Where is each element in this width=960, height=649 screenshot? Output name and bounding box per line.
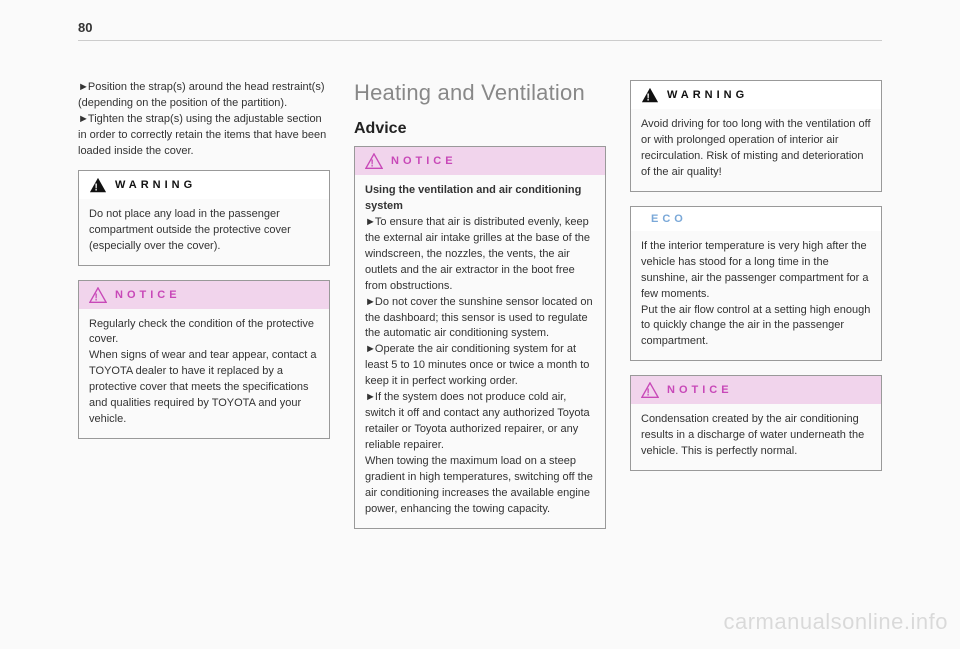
bullet-icon: ► [365, 342, 375, 358]
svg-text:!: ! [95, 182, 102, 193]
notice-callout: ! NOTICE Condensation created by the air… [630, 375, 882, 471]
notice-b2: Do not cover the sunshine sensor located… [365, 296, 593, 340]
warning-callout: ! WARNING Do not place any load in the p… [78, 170, 330, 266]
page-number: 80 [78, 20, 92, 35]
eco-callout: ECO If the interior temperature is very … [630, 206, 882, 362]
notice-header: ! NOTICE [355, 147, 605, 175]
notice-callout: ! NOTICE Using the ventilation and air c… [354, 146, 606, 529]
eco-body: If the interior temperature is very high… [631, 231, 881, 361]
intro-text-1: Position the strap(s) around the head re… [78, 81, 325, 109]
bullet-icon: ► [365, 215, 375, 231]
notice-header: ! NOTICE [79, 281, 329, 309]
content-columns: ►Position the strap(s) around the head r… [78, 80, 882, 543]
column-2: Heating and Ventilation Advice ! NOTICE … [354, 80, 606, 543]
bullet-icon: ► [365, 390, 375, 406]
header-rule [78, 40, 882, 41]
notice-label: NOTICE [115, 289, 181, 301]
warning-icon: ! [641, 87, 659, 103]
bullet-icon: ► [78, 112, 88, 128]
bullet-icon: ► [78, 80, 88, 96]
eco-header: ECO [631, 207, 881, 231]
warning-label: WARNING [115, 179, 196, 191]
notice-tail: When towing the maximum load on a steep … [365, 455, 593, 515]
notice-b4: If the system does not produce cold air,… [365, 391, 590, 451]
notice-body: Condensation created by the air conditio… [631, 404, 881, 470]
warning-body: Avoid driving for too long with the vent… [631, 109, 881, 191]
svg-text:!: ! [647, 92, 654, 103]
section-title: Heating and Ventilation [354, 80, 606, 106]
notice-b3: Operate the air conditioning system for … [365, 343, 589, 387]
eco-label: ECO [651, 213, 687, 225]
notice-icon: ! [89, 287, 107, 303]
column-1: ►Position the strap(s) around the head r… [78, 80, 330, 543]
watermark: carmanualsonline.info [723, 609, 948, 635]
notice-body: Regularly check the condition of the pro… [79, 309, 329, 439]
intro-paragraph: ►Position the strap(s) around the head r… [78, 80, 330, 160]
bullet-icon: ► [365, 295, 375, 311]
column-3: ! WARNING Avoid driving for too long wit… [630, 80, 882, 543]
warning-header: ! WARNING [631, 81, 881, 109]
warning-icon: ! [89, 177, 107, 193]
warning-header: ! WARNING [79, 171, 329, 199]
notice-label: NOTICE [391, 155, 457, 167]
notice-icon: ! [365, 153, 383, 169]
notice-b1: To ensure that air is distributed evenly… [365, 216, 590, 292]
notice-header: ! NOTICE [631, 376, 881, 404]
warning-body: Do not place any load in the passenger c… [79, 199, 329, 265]
notice-body: Using the ventilation and air conditioni… [355, 175, 605, 528]
subsection-title: Advice [354, 120, 606, 138]
warning-callout: ! WARNING Avoid driving for too long wit… [630, 80, 882, 192]
warning-label: WARNING [667, 89, 748, 101]
notice-callout: ! NOTICE Regularly check the condition o… [78, 280, 330, 440]
svg-text:!: ! [371, 158, 378, 169]
intro-text-2: Tighten the strap(s) using the adjustabl… [78, 113, 326, 157]
notice-label: NOTICE [667, 384, 733, 396]
svg-text:!: ! [647, 388, 654, 399]
notice-icon: ! [641, 382, 659, 398]
notice-strong: Using the ventilation and air conditioni… [365, 184, 581, 212]
svg-text:!: ! [95, 292, 102, 303]
